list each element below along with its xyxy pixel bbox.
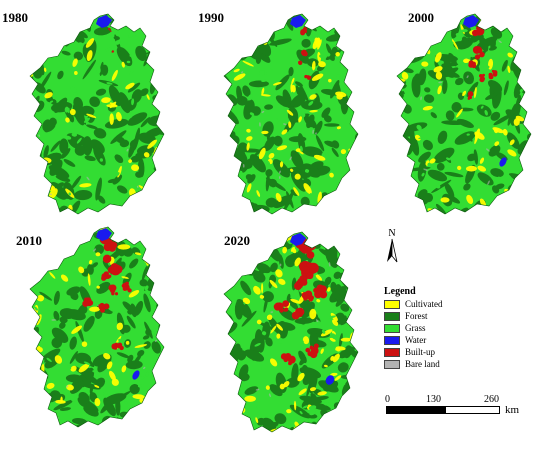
legend-swatch (384, 336, 400, 345)
legend-label: Bare land (405, 359, 440, 369)
scale-unit: km (505, 404, 520, 416)
legend-title: Legend (384, 286, 416, 297)
land-use-map (223, 231, 359, 433)
legend-label: Built-up (405, 347, 436, 357)
legend-swatch (384, 324, 400, 333)
scale-tick-260: 260 (484, 394, 499, 405)
year-label: 2000 (408, 10, 434, 25)
legend-label: Water (405, 335, 427, 345)
legend-label: Grass (405, 323, 426, 333)
scale-tick-130: 130 (426, 394, 441, 405)
year-label: 2020 (224, 233, 250, 248)
north-arrow-icon: N (387, 228, 398, 263)
year-label: 1990 (198, 10, 224, 25)
year-label: 2010 (16, 233, 42, 248)
land-use-map (29, 226, 165, 428)
legend-swatch (384, 300, 400, 309)
legend-label: Cultivated (405, 299, 443, 309)
legend-swatch (384, 312, 400, 321)
scale-bar-white (445, 406, 500, 414)
legend-swatch (384, 348, 400, 357)
land-use-map (223, 13, 359, 215)
legend-label: Forest (405, 311, 428, 321)
land-use-map (29, 13, 165, 215)
north-label: N (388, 228, 395, 239)
legend-swatch (384, 360, 400, 369)
scale-tick-0: 0 (385, 394, 390, 405)
year-label: 1980 (2, 10, 28, 25)
land-use-map (396, 13, 532, 215)
scale-bar-black (386, 406, 446, 414)
